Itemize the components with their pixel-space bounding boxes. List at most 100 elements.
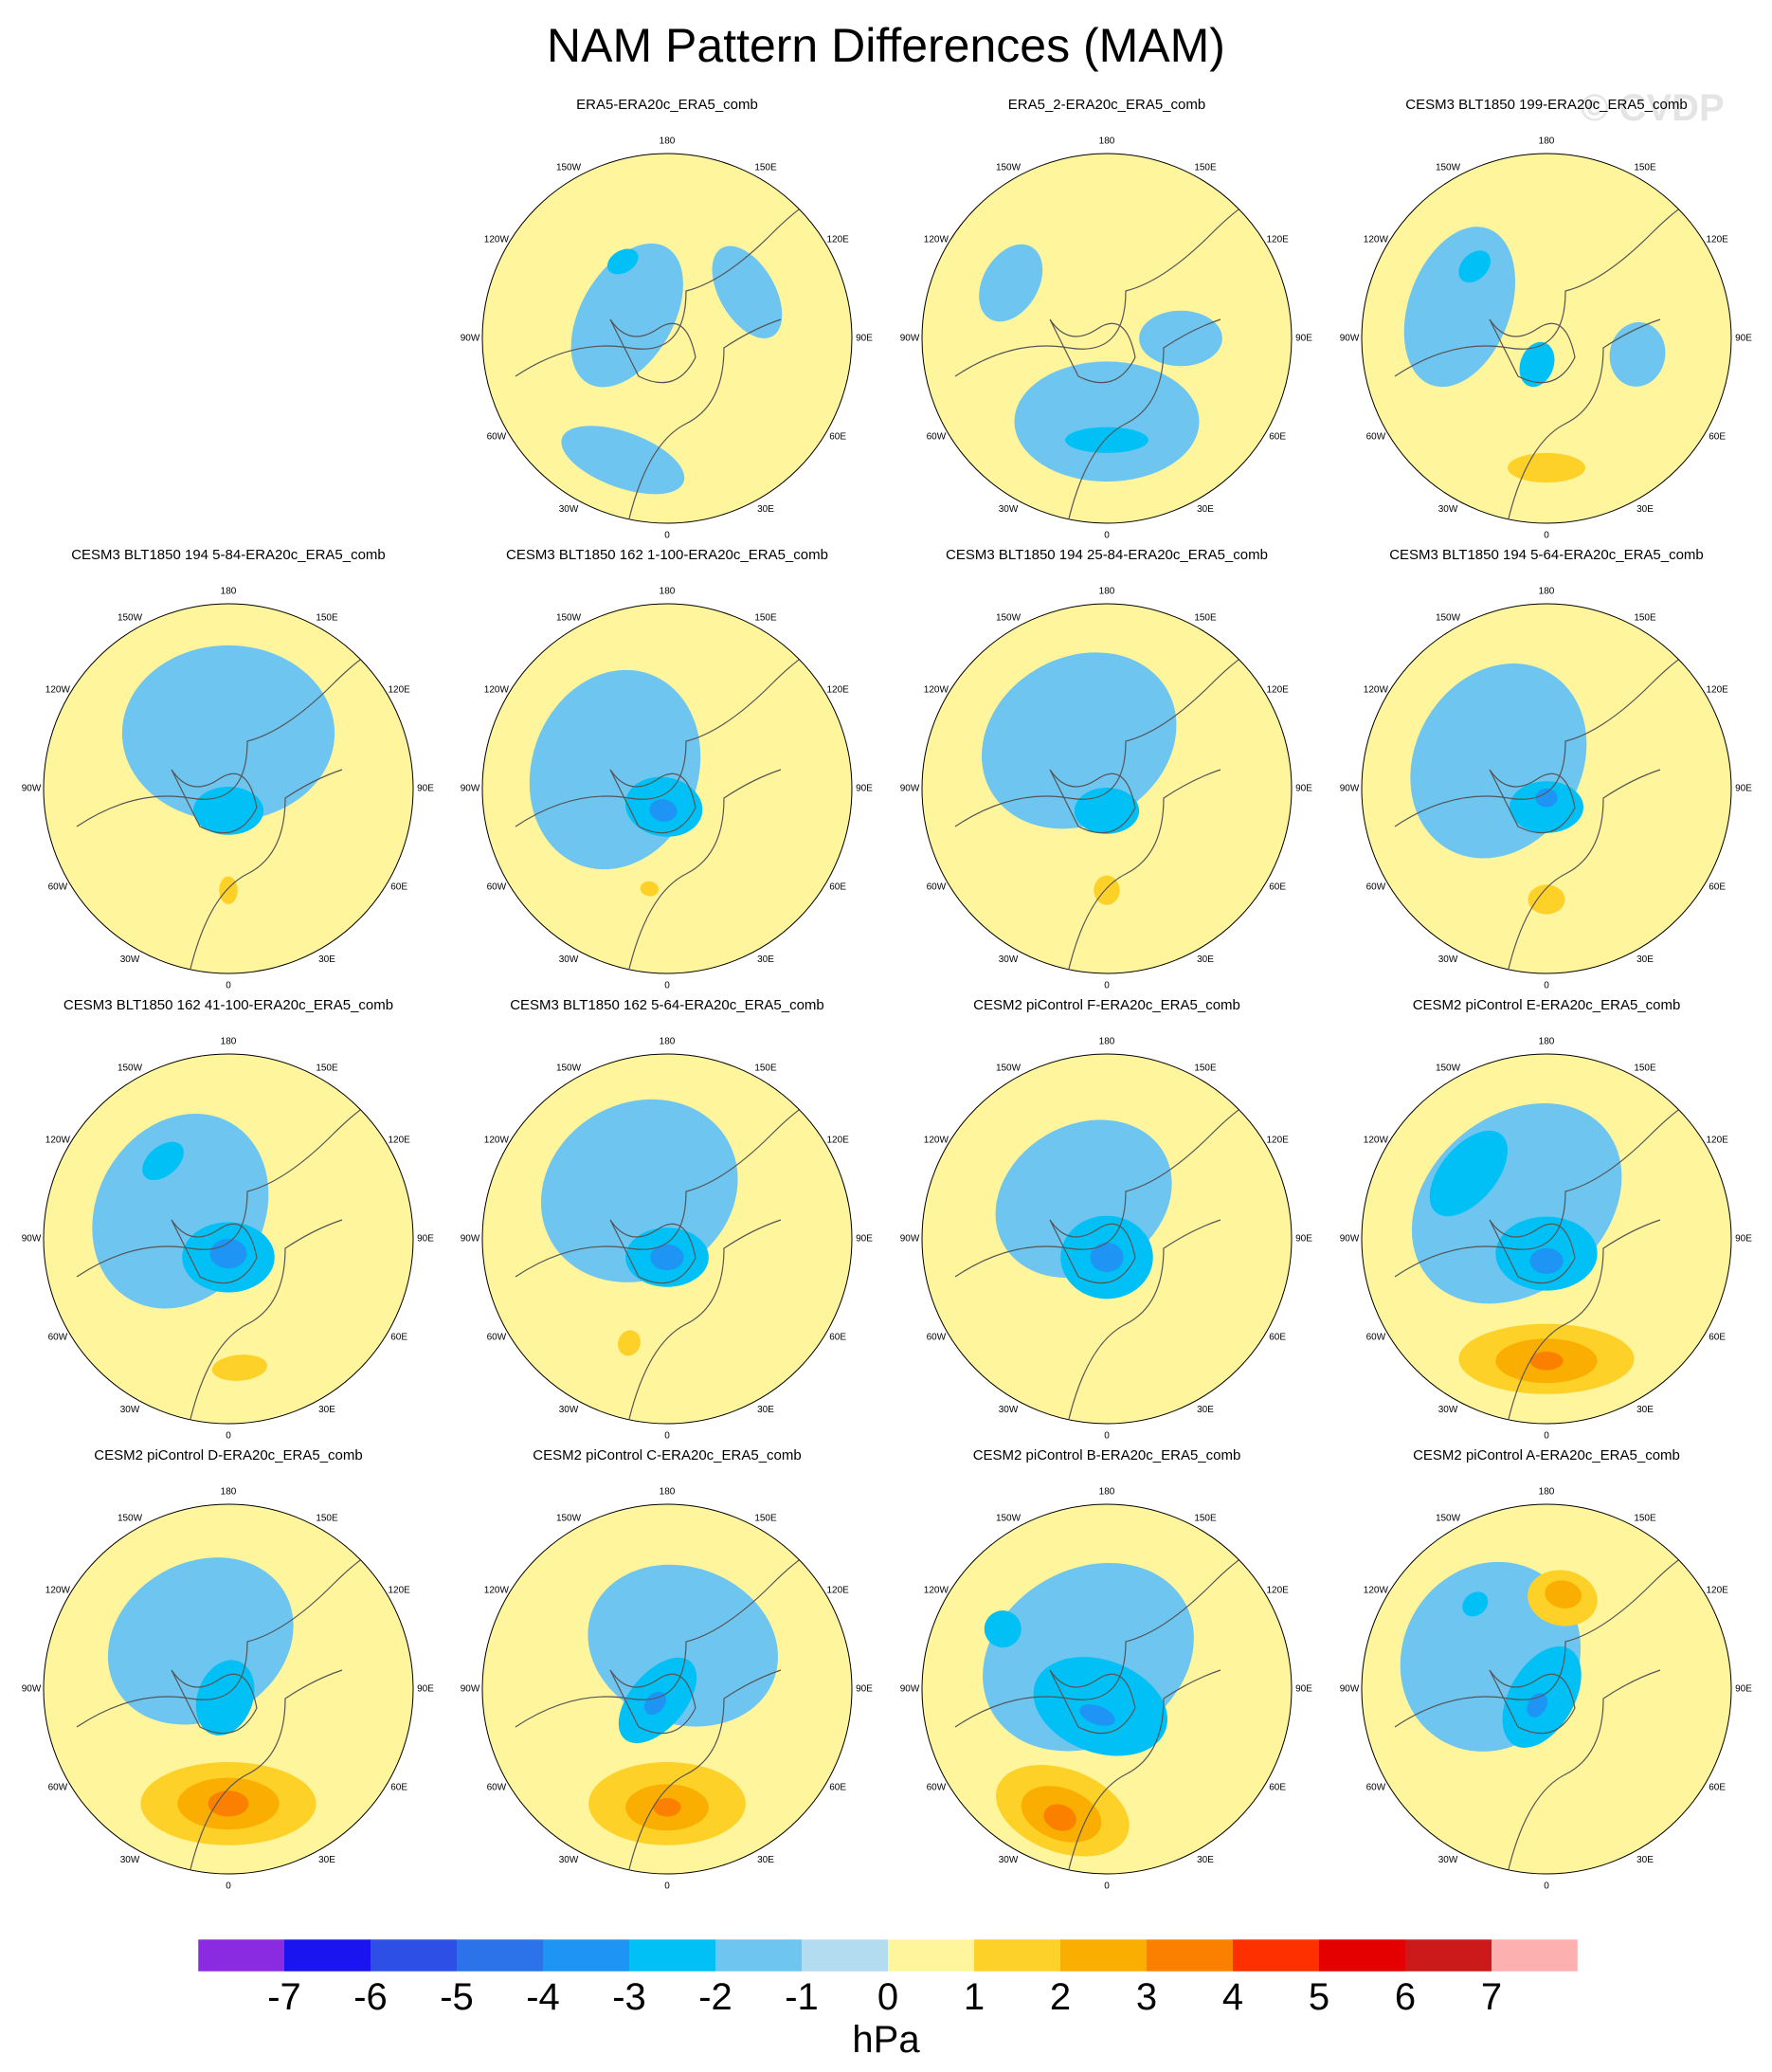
anomaly-region-neg1 bbox=[1139, 310, 1222, 367]
longitude-label: 60W bbox=[48, 882, 68, 893]
map-panel: CESM2 piControl C-ERA20c_ERA5_comb 180 150… bbox=[461, 1447, 874, 1892]
longitude-label: 60E bbox=[390, 1783, 407, 1793]
longitude-label: 90W bbox=[461, 334, 480, 344]
coastline bbox=[628, 318, 782, 519]
coastlines bbox=[76, 644, 400, 970]
coastline bbox=[76, 1094, 400, 1278]
longitude-label: 120W bbox=[924, 1586, 949, 1596]
panel-title: CESM3 BLT1850 194 5-64-ERA20c_ERA5_comb bbox=[1389, 547, 1704, 563]
longitude-label: 90E bbox=[1735, 784, 1752, 794]
map-panel: CESM2 piControl D-ERA20c_ERA5_comb 180 150… bbox=[22, 1447, 435, 1892]
coastline bbox=[954, 644, 1278, 827]
longitude-label: 60W bbox=[927, 432, 947, 443]
longitude-label: 150W bbox=[996, 1063, 1022, 1074]
anomaly-region-pos3 bbox=[1043, 1804, 1076, 1831]
colorbar-tick-label: -1 bbox=[785, 1976, 819, 2017]
anomaly-region-neg2 bbox=[1462, 1591, 1489, 1617]
map-panel: ERA5_2-ERA20c_ERA5_comb 180 150E 120E 90E 60E… bbox=[900, 97, 1313, 541]
longitude-label: 90W bbox=[22, 784, 42, 794]
coastline bbox=[171, 1669, 258, 1735]
longitude-label: 60W bbox=[927, 1783, 947, 1793]
colorbar-tick-label: 5 bbox=[1309, 1976, 1329, 2017]
longitude-label: 30E bbox=[1197, 504, 1214, 515]
anomaly-region-neg2 bbox=[1065, 427, 1148, 453]
longitude-label: 90W bbox=[1340, 1684, 1360, 1695]
longitude-label: 150W bbox=[1436, 1514, 1461, 1524]
map-panel: CESM3 BLT1850 162 41-100-ERA20c_ERA5_com… bbox=[22, 997, 435, 1442]
coastlines bbox=[515, 1544, 839, 1870]
anomaly-region-neg1 bbox=[1609, 321, 1666, 387]
longitude-label: 120W bbox=[484, 1136, 510, 1146]
colorbar-box bbox=[1147, 1939, 1233, 1972]
longitude-label: 0 bbox=[664, 531, 670, 541]
coastline bbox=[1049, 1219, 1136, 1284]
longitude-label: 120E bbox=[1706, 235, 1728, 245]
longitude-label: 90E bbox=[856, 1234, 873, 1245]
longitude-label: 60W bbox=[1366, 1783, 1386, 1793]
longitude-label: 30W bbox=[559, 1855, 579, 1865]
longitude-label: 150W bbox=[1436, 613, 1461, 624]
anomaly-region-neg3 bbox=[1090, 1242, 1124, 1273]
longitude-label: 30W bbox=[999, 1405, 1019, 1415]
coastline bbox=[515, 1544, 839, 1728]
longitude-label: 60E bbox=[1709, 432, 1726, 443]
longitude-label: 150E bbox=[1194, 613, 1217, 624]
colorbar-box bbox=[284, 1939, 371, 1972]
longitude-label: 90W bbox=[1340, 784, 1360, 794]
anomaly-region-pos1 bbox=[219, 876, 238, 904]
coastline bbox=[1068, 769, 1221, 970]
longitude-label: 120W bbox=[45, 1586, 71, 1596]
map-boundary bbox=[481, 603, 853, 974]
longitude-label: 90W bbox=[1340, 334, 1360, 344]
map-boundary bbox=[43, 1053, 414, 1425]
panel-title: CESM3 BLT1850 162 1-100-ERA20c_ERA5_comb bbox=[506, 547, 828, 563]
longitude-label: 120E bbox=[1266, 685, 1289, 696]
longitude-label: 90E bbox=[1735, 1234, 1752, 1245]
longitude-label: 90E bbox=[1295, 334, 1312, 344]
longitude-label: 150E bbox=[754, 1514, 777, 1524]
coastline bbox=[1394, 193, 1718, 377]
longitude-label: 120W bbox=[1364, 685, 1389, 696]
longitude-label: 120W bbox=[924, 685, 949, 696]
longitude-label: 30E bbox=[318, 954, 335, 965]
longitude-label: 60E bbox=[1269, 1783, 1286, 1793]
anomaly-region-neg2 bbox=[1429, 1130, 1508, 1217]
longitude-label: 150E bbox=[1634, 1514, 1656, 1524]
main-title: NAM Pattern Differences (MAM) bbox=[547, 19, 1225, 72]
anomaly-region-neg1 bbox=[561, 426, 685, 495]
coastline bbox=[190, 1669, 343, 1870]
colorbar-box bbox=[1319, 1939, 1405, 1972]
map-boundary bbox=[921, 153, 1293, 524]
map-panel: CESM2 piControl B-ERA20c_ERA5_comb 180 150… bbox=[900, 1447, 1313, 1892]
coastline bbox=[1489, 1219, 1576, 1284]
longitude-label: 0 bbox=[226, 1431, 231, 1442]
longitude-label: 180 bbox=[660, 1487, 676, 1498]
watermark: © CVDP bbox=[1581, 87, 1725, 129]
longitude-label: 30W bbox=[1438, 504, 1458, 515]
longitude-label: 30E bbox=[1636, 1855, 1654, 1865]
longitude-label: 90W bbox=[1340, 1234, 1360, 1245]
coastline bbox=[628, 769, 782, 970]
longitude-label: 120W bbox=[1364, 1136, 1389, 1146]
panel-title: ERA5-ERA20c_ERA5_comb bbox=[576, 97, 758, 113]
longitude-label: 60W bbox=[1366, 882, 1386, 893]
longitude-label: 150W bbox=[556, 613, 582, 624]
longitude-label: 60E bbox=[1269, 432, 1286, 443]
longitude-label: 60E bbox=[829, 1783, 846, 1793]
longitude-label: 150E bbox=[754, 613, 777, 624]
longitude-label: 90W bbox=[22, 1234, 42, 1245]
longitude-label: 90W bbox=[900, 1684, 920, 1695]
longitude-label: 150E bbox=[316, 1514, 338, 1524]
coastline bbox=[1049, 1669, 1136, 1735]
coastlines bbox=[1394, 644, 1718, 970]
coastline bbox=[954, 1544, 1278, 1728]
anomaly-region-pos1 bbox=[1528, 884, 1565, 915]
coastline bbox=[76, 644, 400, 827]
map-panel: CESM3 BLT1850 162 1-100-ERA20c_ERA5_comb… bbox=[461, 547, 874, 991]
longitude-label: 30E bbox=[1636, 954, 1654, 965]
anomaly-region-neg1 bbox=[1014, 361, 1200, 482]
colorbar-box bbox=[1233, 1939, 1319, 1972]
coastline bbox=[609, 769, 696, 834]
colorbar-units: hPa bbox=[852, 2019, 920, 2061]
colorbar-box bbox=[629, 1939, 715, 1972]
